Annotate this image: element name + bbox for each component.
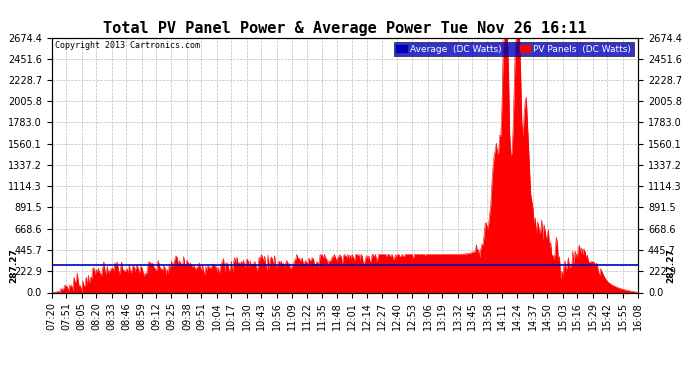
Text: 287.27: 287.27 bbox=[666, 248, 675, 282]
Title: Total PV Panel Power & Average Power Tue Nov 26 16:11: Total PV Panel Power & Average Power Tue… bbox=[104, 21, 586, 36]
Text: Copyright 2013 Cartronics.com: Copyright 2013 Cartronics.com bbox=[55, 41, 199, 50]
Legend: Average  (DC Watts), PV Panels  (DC Watts): Average (DC Watts), PV Panels (DC Watts) bbox=[394, 42, 633, 56]
Text: 287.27: 287.27 bbox=[9, 248, 18, 282]
